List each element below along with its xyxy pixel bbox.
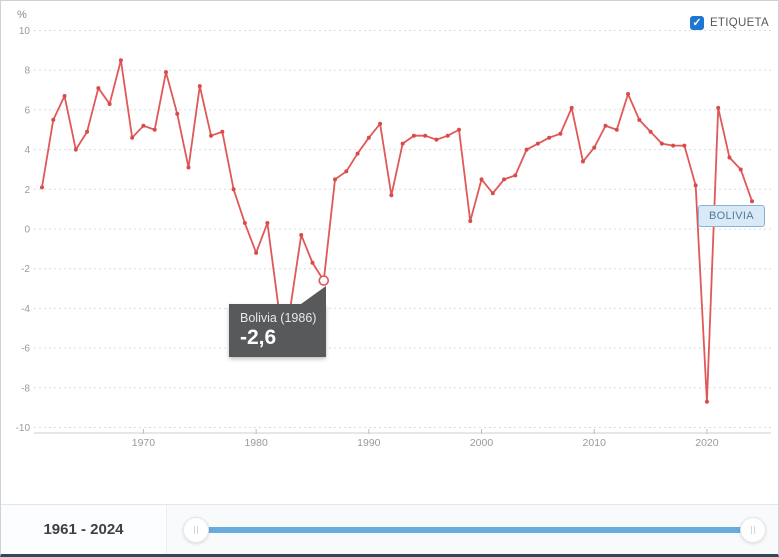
svg-text:1980: 1980 — [244, 437, 268, 449]
svg-text:-8: -8 — [21, 383, 30, 394]
chart-svg[interactable]: 10 8 6 4 2 0 -2 -4 -6 -8 -10 1970 1980 1990 2000 2010 20… — [1, 1, 779, 471]
svg-text:10: 10 — [19, 26, 31, 37]
year-range-slider[interactable] — [167, 505, 778, 554]
svg-text:0: 0 — [24, 225, 30, 236]
date-range-label: 1961 - 2024 — [1, 505, 167, 554]
svg-text:8: 8 — [24, 66, 30, 77]
chart-area: % 10 8 6 4 2 0 -2 -4 -6 -8 -10 1970 1980 1990 2000 2010… — [1, 1, 779, 508]
series-label-bolivia[interactable]: BOLIVIA — [698, 205, 765, 227]
svg-text:6: 6 — [24, 105, 30, 116]
tooltip-pointer — [301, 286, 326, 304]
grip-icon — [194, 525, 195, 534]
tooltip-title: Bolivia (1986) — [240, 311, 317, 325]
svg-text:4: 4 — [24, 145, 30, 156]
svg-text:-2: -2 — [21, 264, 30, 275]
svg-text:2000: 2000 — [470, 437, 494, 449]
svg-text:-10: -10 — [16, 423, 31, 434]
slider-handle-end[interactable] — [740, 516, 766, 543]
grip-icon — [754, 525, 755, 534]
svg-text:-6: -6 — [21, 344, 30, 355]
label-toggle[interactable]: ✓ ETIQUETA — [689, 16, 769, 30]
svg-text:-4: -4 — [21, 304, 30, 315]
data-tooltip: Bolivia (1986) -2,6 — [229, 286, 326, 357]
tooltip-value: -2,6 — [240, 326, 277, 349]
slider-track[interactable] — [196, 526, 753, 533]
svg-text:1990: 1990 — [357, 437, 381, 449]
range-selector-bar: 1961 - 2024 — [1, 504, 778, 554]
y-axis-unit-label: % — [17, 9, 27, 21]
svg-text:2020: 2020 — [695, 437, 719, 449]
svg-text:1970: 1970 — [132, 437, 156, 449]
grip-icon — [197, 525, 198, 534]
svg-text:2: 2 — [24, 185, 30, 196]
grip-icon — [751, 525, 752, 534]
slider-handle-start[interactable] — [183, 516, 209, 543]
label-toggle-text: ETIQUETA — [709, 17, 769, 29]
svg-text:2010: 2010 — [583, 437, 607, 449]
checkbox-checked-icon[interactable]: ✓ — [689, 16, 704, 30]
